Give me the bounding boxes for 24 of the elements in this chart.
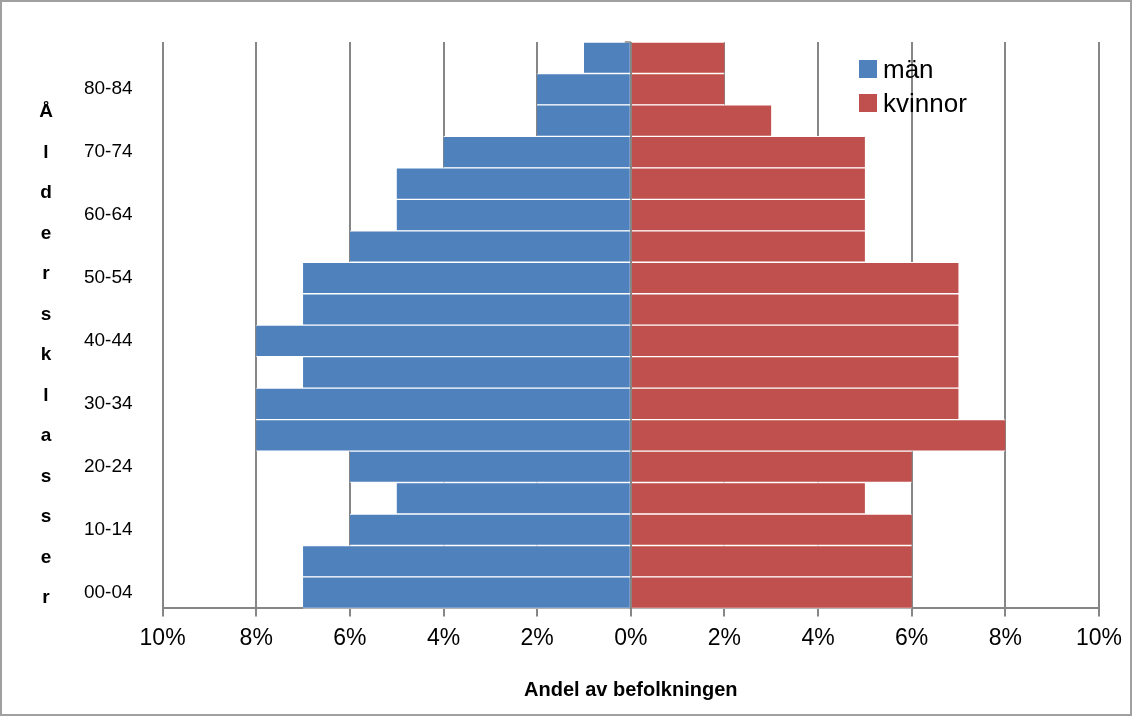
y-tick-label: 00-04 [83,580,134,602]
legend-label: kvinnor [882,87,967,120]
x-tick-label: 8% [988,623,1022,650]
x-tick-label: 4% [426,623,461,650]
x-tick-label: 10% [1075,623,1123,650]
x-tick-label: 4% [801,623,835,650]
x-tick-label: 0% [614,623,648,650]
y-tick-label: 10-14 [83,517,134,539]
text: Åldersklasser [39,100,53,608]
x-tick-label: 10% [139,623,186,650]
x-tick-label: 6% [333,623,367,650]
x-tick-label: 2% [707,623,742,650]
y-tick-label: 60-64 [83,203,134,225]
x-tick-label: 6% [895,623,929,650]
x-axis-title: Andel av befolkningen [524,677,738,700]
legend-label: män [882,53,934,86]
y-tick-label: 30-34 [83,392,134,414]
y-tick-label: 40-44 [83,329,134,351]
x-tick-label: 2% [520,623,554,650]
y-tick-label: 20-24 [83,455,134,477]
x-tick-label: 8% [239,623,273,650]
y-tick-label: 50-54 [83,266,134,288]
y-tick-label: 80-84 [83,77,134,99]
y-tick-label: 70-74 [83,140,134,162]
